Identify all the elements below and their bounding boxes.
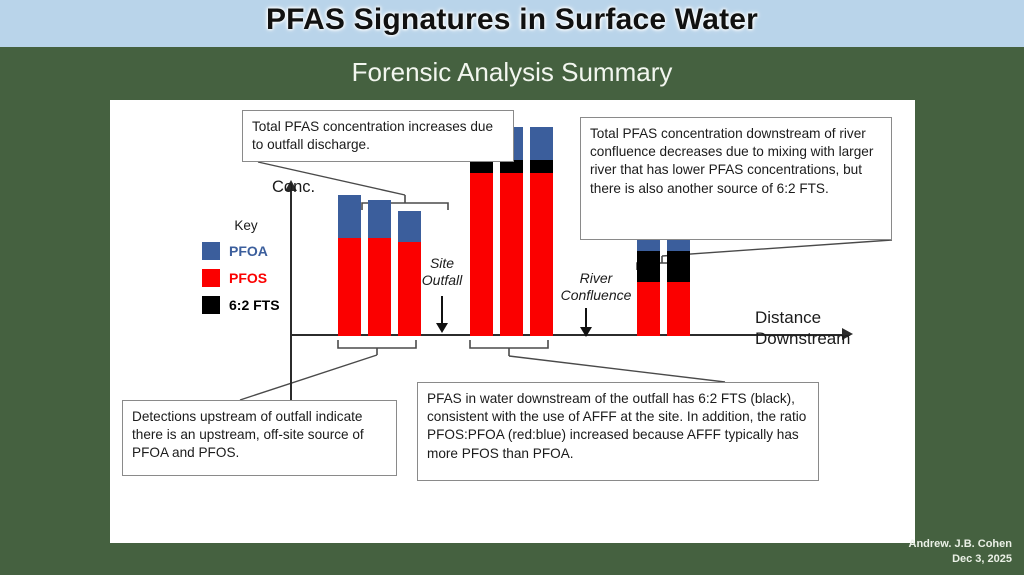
leader-upstream-box — [239, 354, 378, 401]
x-axis-label: Distance Downstream — [755, 307, 850, 350]
bar-3-2 — [667, 233, 690, 336]
bar-1-1 — [338, 195, 361, 336]
legend-swatch-pfos — [202, 269, 220, 287]
bar-group-upstream — [338, 195, 421, 336]
x-axis-arrow-icon — [842, 328, 853, 340]
bar-segment-6-2-fts — [470, 159, 493, 173]
x-axis-label-line1: Distance — [755, 308, 822, 327]
annotation-site-outfall: Site Outfall — [405, 255, 479, 289]
bar-segment-pfos — [637, 282, 660, 336]
bar-segment-pfos — [368, 238, 391, 336]
bar-segment-pfos — [338, 238, 361, 336]
bar-segment-pfos — [530, 172, 553, 336]
legend-label-pfoa: PFOA — [229, 243, 268, 259]
annotation-river-confluence: River Confluence — [550, 270, 642, 304]
footer-author: Andrew. J.B. Cohen — [908, 538, 1013, 551]
bar-segment-pfos — [470, 172, 493, 336]
annotation-site-outfall-line2: Outfall — [421, 272, 463, 289]
bar-segment-pfoa — [398, 211, 421, 243]
callout-confluence-decrease: Total PFAS concentration downstream of r… — [580, 117, 892, 240]
page-title: PFAS Signatures in Surface Water — [265, 3, 759, 36]
bars-layer — [110, 100, 915, 336]
annotation-river-confluence-line2: Confluence — [560, 287, 632, 304]
site-outfall-arrow-shaft — [441, 296, 443, 324]
y-axis-label: Conc. — [272, 178, 316, 196]
legend-title: Key — [234, 218, 258, 233]
bar-group-downstream-outfall — [470, 127, 553, 336]
bar-segment-pfos — [500, 172, 523, 336]
figure-inner: Conc. Distance Downstream Key PFOA PFOS … — [110, 100, 915, 543]
footer-date: Dec 3, 2025 — [952, 553, 1012, 566]
bar-segment-6-2-fts — [500, 159, 523, 173]
leader-afff-box — [508, 355, 726, 383]
river-confluence-arrow-shaft — [585, 308, 587, 328]
callout-afff-signature: PFAS in water downstream of the outfall … — [417, 382, 819, 481]
chart-legend: Key PFOA PFOS 6:2 FTS — [202, 218, 294, 314]
legend-swatch-pfoa — [202, 242, 220, 260]
footer-credit: Andrew. J.B. Cohen Dec 3, 2025 — [909, 537, 1013, 567]
legend-item-pfoa: PFOA — [202, 242, 294, 260]
annotation-river-confluence-line1: River — [579, 270, 613, 286]
bar-2-3 — [530, 127, 553, 336]
bar-segment-6-2-fts — [530, 159, 553, 173]
bar-segment-pfos — [667, 282, 690, 336]
bar-1-3 — [398, 211, 421, 336]
site-outfall-arrow-icon — [436, 323, 448, 333]
river-confluence-arrow-icon — [580, 327, 592, 337]
bar-segment-pfoa — [368, 199, 391, 239]
legend-label-6-2-fts: 6:2 FTS — [229, 297, 280, 313]
annotation-site-outfall-line1: Site — [429, 255, 455, 271]
y-axis-line — [290, 188, 292, 436]
bracket-group-2-bottom — [469, 340, 549, 356]
bar-segment-pfoa — [338, 195, 361, 239]
callout-upstream-source: Detections upstream of outfall indicate … — [122, 400, 397, 476]
bar-3-1 — [637, 233, 660, 336]
page-subtitle: Forensic Analysis Summary — [351, 57, 673, 87]
legend-item-6-2-fts: 6:2 FTS — [202, 296, 294, 314]
title-band — [0, 0, 1024, 47]
legend-swatch-6-2-fts — [202, 296, 220, 314]
callout-outfall-increase: Total PFAS concentration increases due t… — [242, 110, 514, 162]
y-axis-arrow-icon — [285, 180, 297, 191]
bar-group-downstream-confluence — [637, 233, 690, 336]
bar-1-2 — [368, 199, 391, 336]
figure-canvas: Conc. Distance Downstream Key PFOA PFOS … — [110, 100, 915, 543]
bracket-group-1-bottom — [337, 340, 417, 355]
bar-segment-6-2-fts — [637, 250, 660, 283]
bar-segment-6-2-fts — [667, 250, 690, 283]
x-axis-label-line2: Downstream — [755, 329, 851, 349]
legend-label-pfos: PFOS — [229, 270, 268, 286]
bar-segment-pfos — [398, 242, 421, 336]
x-axis-line — [290, 334, 850, 336]
bar-segment-pfoa — [530, 127, 553, 160]
legend-item-pfos: PFOS — [202, 269, 294, 287]
